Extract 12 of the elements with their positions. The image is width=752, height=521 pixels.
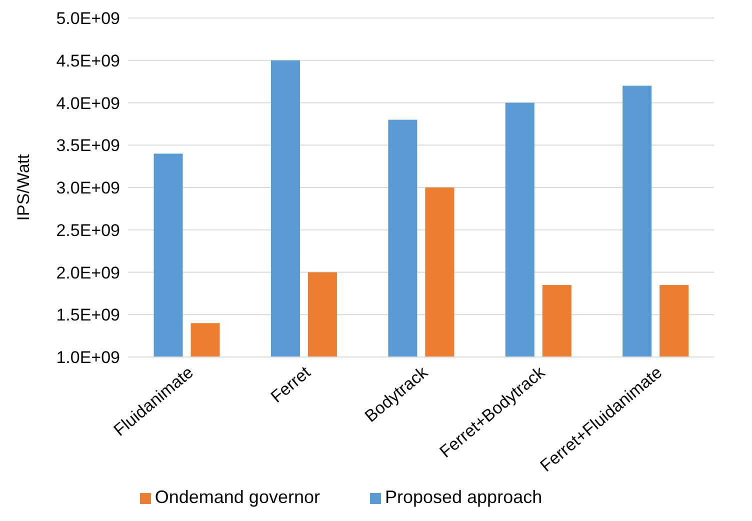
y-tick-label: 4.0E+09 bbox=[56, 94, 120, 113]
y-tick-label: 3.5E+09 bbox=[56, 136, 120, 156]
y-tick-label: 4.5E+09 bbox=[56, 51, 120, 70]
y-tick-label: 1.0E+09 bbox=[56, 348, 120, 368]
y-tick-label: 1.5E+09 bbox=[56, 306, 120, 325]
legend-label: Ondemand governor bbox=[154, 487, 320, 507]
legend-label: Proposed approach bbox=[384, 487, 542, 507]
y-tick-label: 3.0E+09 bbox=[56, 178, 120, 198]
y-axis-title: IPS/Watt bbox=[14, 154, 34, 221]
y-tick-label: 2.0E+09 bbox=[56, 263, 120, 282]
y-tick-label: 2.5E+09 bbox=[56, 220, 120, 240]
y-tick-label: 5.0E+09 bbox=[56, 9, 120, 28]
